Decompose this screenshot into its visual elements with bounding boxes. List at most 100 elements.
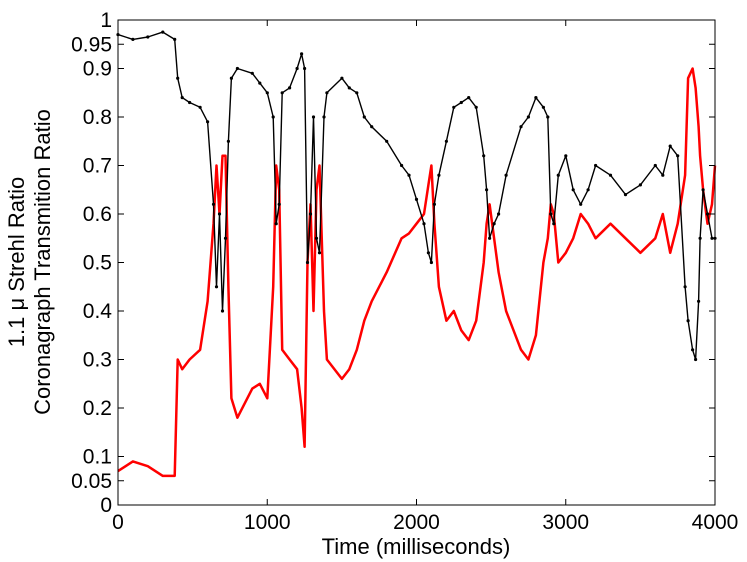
data-point-black — [661, 173, 665, 177]
y-tick-label: 0.4 — [83, 300, 113, 323]
data-point-black — [697, 299, 701, 303]
x-axis-label: Time (milliseconds) — [322, 534, 511, 559]
data-point-black — [161, 30, 165, 34]
data-point-black — [355, 91, 359, 95]
data-point-black — [497, 212, 501, 216]
data-point-black — [265, 91, 269, 95]
data-point-black — [488, 236, 492, 240]
data-point-black — [211, 202, 216, 206]
data-point-black — [295, 66, 299, 71]
data-point-black — [277, 202, 281, 206]
data-point-black — [653, 163, 657, 168]
data-point-black — [691, 348, 695, 352]
data-point-black — [370, 125, 374, 129]
y-tick-label: 0.3 — [83, 349, 112, 372]
data-point-black — [459, 100, 463, 105]
data-point-black — [701, 188, 705, 192]
data-point-black — [698, 236, 702, 240]
y-tick-label: 0 — [100, 494, 112, 517]
data-point-black — [579, 202, 583, 206]
data-point-black — [683, 285, 687, 289]
x-tick-label: 4000 — [692, 511, 739, 534]
data-point-black — [541, 105, 546, 109]
y-tick-label: 0.7 — [83, 155, 112, 178]
data-point-black — [308, 212, 313, 216]
data-point-black — [362, 115, 366, 119]
data-point-black — [474, 105, 478, 109]
y-tick-label: 0.5 — [83, 252, 112, 275]
y-tick-label: 0.8 — [83, 106, 112, 129]
y-tick-label: 0.95 — [71, 33, 112, 56]
data-point-black — [229, 76, 233, 80]
data-point-black — [705, 212, 710, 216]
data-point-black — [280, 91, 284, 95]
x-tick-label: 0 — [112, 511, 124, 534]
data-point-black — [303, 66, 307, 71]
data-point-black — [549, 212, 553, 216]
data-point-black — [422, 222, 426, 226]
data-point-black — [586, 188, 590, 192]
data-point-black — [564, 154, 568, 158]
data-point-black — [710, 236, 714, 240]
data-point-black — [325, 91, 329, 95]
data-point-black — [288, 86, 292, 90]
y-tick-label: 0.1 — [83, 446, 112, 469]
data-point-black — [311, 115, 316, 119]
y-tick-label: 0.05 — [71, 470, 112, 493]
data-point-black — [623, 193, 628, 197]
data-point-black — [235, 66, 239, 71]
data-point-black — [198, 105, 202, 109]
data-point-black — [546, 115, 550, 119]
data-point-black — [217, 212, 222, 216]
data-point-black — [482, 154, 486, 158]
data-point-black — [429, 260, 433, 265]
data-point-black — [467, 96, 471, 100]
data-point-black — [305, 260, 310, 265]
data-point-black — [176, 76, 180, 80]
data-point-black — [608, 173, 613, 177]
data-point-black — [258, 81, 262, 85]
data-point-black — [444, 139, 448, 143]
data-point-black — [694, 357, 698, 362]
data-point-black — [414, 197, 419, 201]
data-point-black — [317, 251, 322, 255]
y-tick-label: 0.6 — [83, 203, 112, 226]
data-point-black — [594, 163, 598, 168]
x-tick-label: 3000 — [542, 511, 589, 534]
series-layer — [116, 30, 717, 478]
data-point-black — [226, 139, 230, 143]
y-tick-label: 0.9 — [83, 58, 112, 81]
data-point-black — [180, 96, 184, 100]
data-point-black — [407, 173, 411, 177]
data-point-black — [437, 173, 441, 177]
data-point-black — [676, 154, 680, 158]
data-point-black — [432, 202, 436, 206]
data-point-black — [173, 37, 177, 42]
data-point-black — [146, 35, 150, 39]
data-point-black — [314, 236, 319, 240]
x-tick-label: 1000 — [244, 511, 291, 534]
data-point-black — [534, 96, 538, 100]
data-point-black — [492, 222, 496, 226]
data-point-black — [526, 115, 531, 119]
y-axis-label-line1: 1.1 μ Strehl Ratio — [4, 177, 29, 347]
data-point-black — [250, 71, 254, 75]
data-point-black — [400, 163, 404, 168]
data-point-black — [322, 115, 326, 119]
data-point-black — [340, 76, 344, 80]
data-point-black — [504, 173, 508, 177]
tick-layer: 0 1000 2000 3000 4000 00.050.1 0.2 0.3 0.4 0.5 0.6… — [71, 9, 738, 534]
y-axis-label-line2: Coronagraph Transmition Ratio — [30, 109, 55, 415]
data-point-black — [552, 222, 556, 226]
data-point-black — [271, 115, 275, 119]
data-point-black — [220, 309, 225, 313]
series-line-red — [117, 67, 717, 478]
data-point-black — [556, 173, 560, 177]
data-point-black — [385, 139, 389, 143]
data-point-black — [485, 188, 489, 192]
data-point-black — [214, 285, 219, 289]
data-point-black — [571, 188, 575, 192]
data-point-black — [347, 86, 351, 90]
